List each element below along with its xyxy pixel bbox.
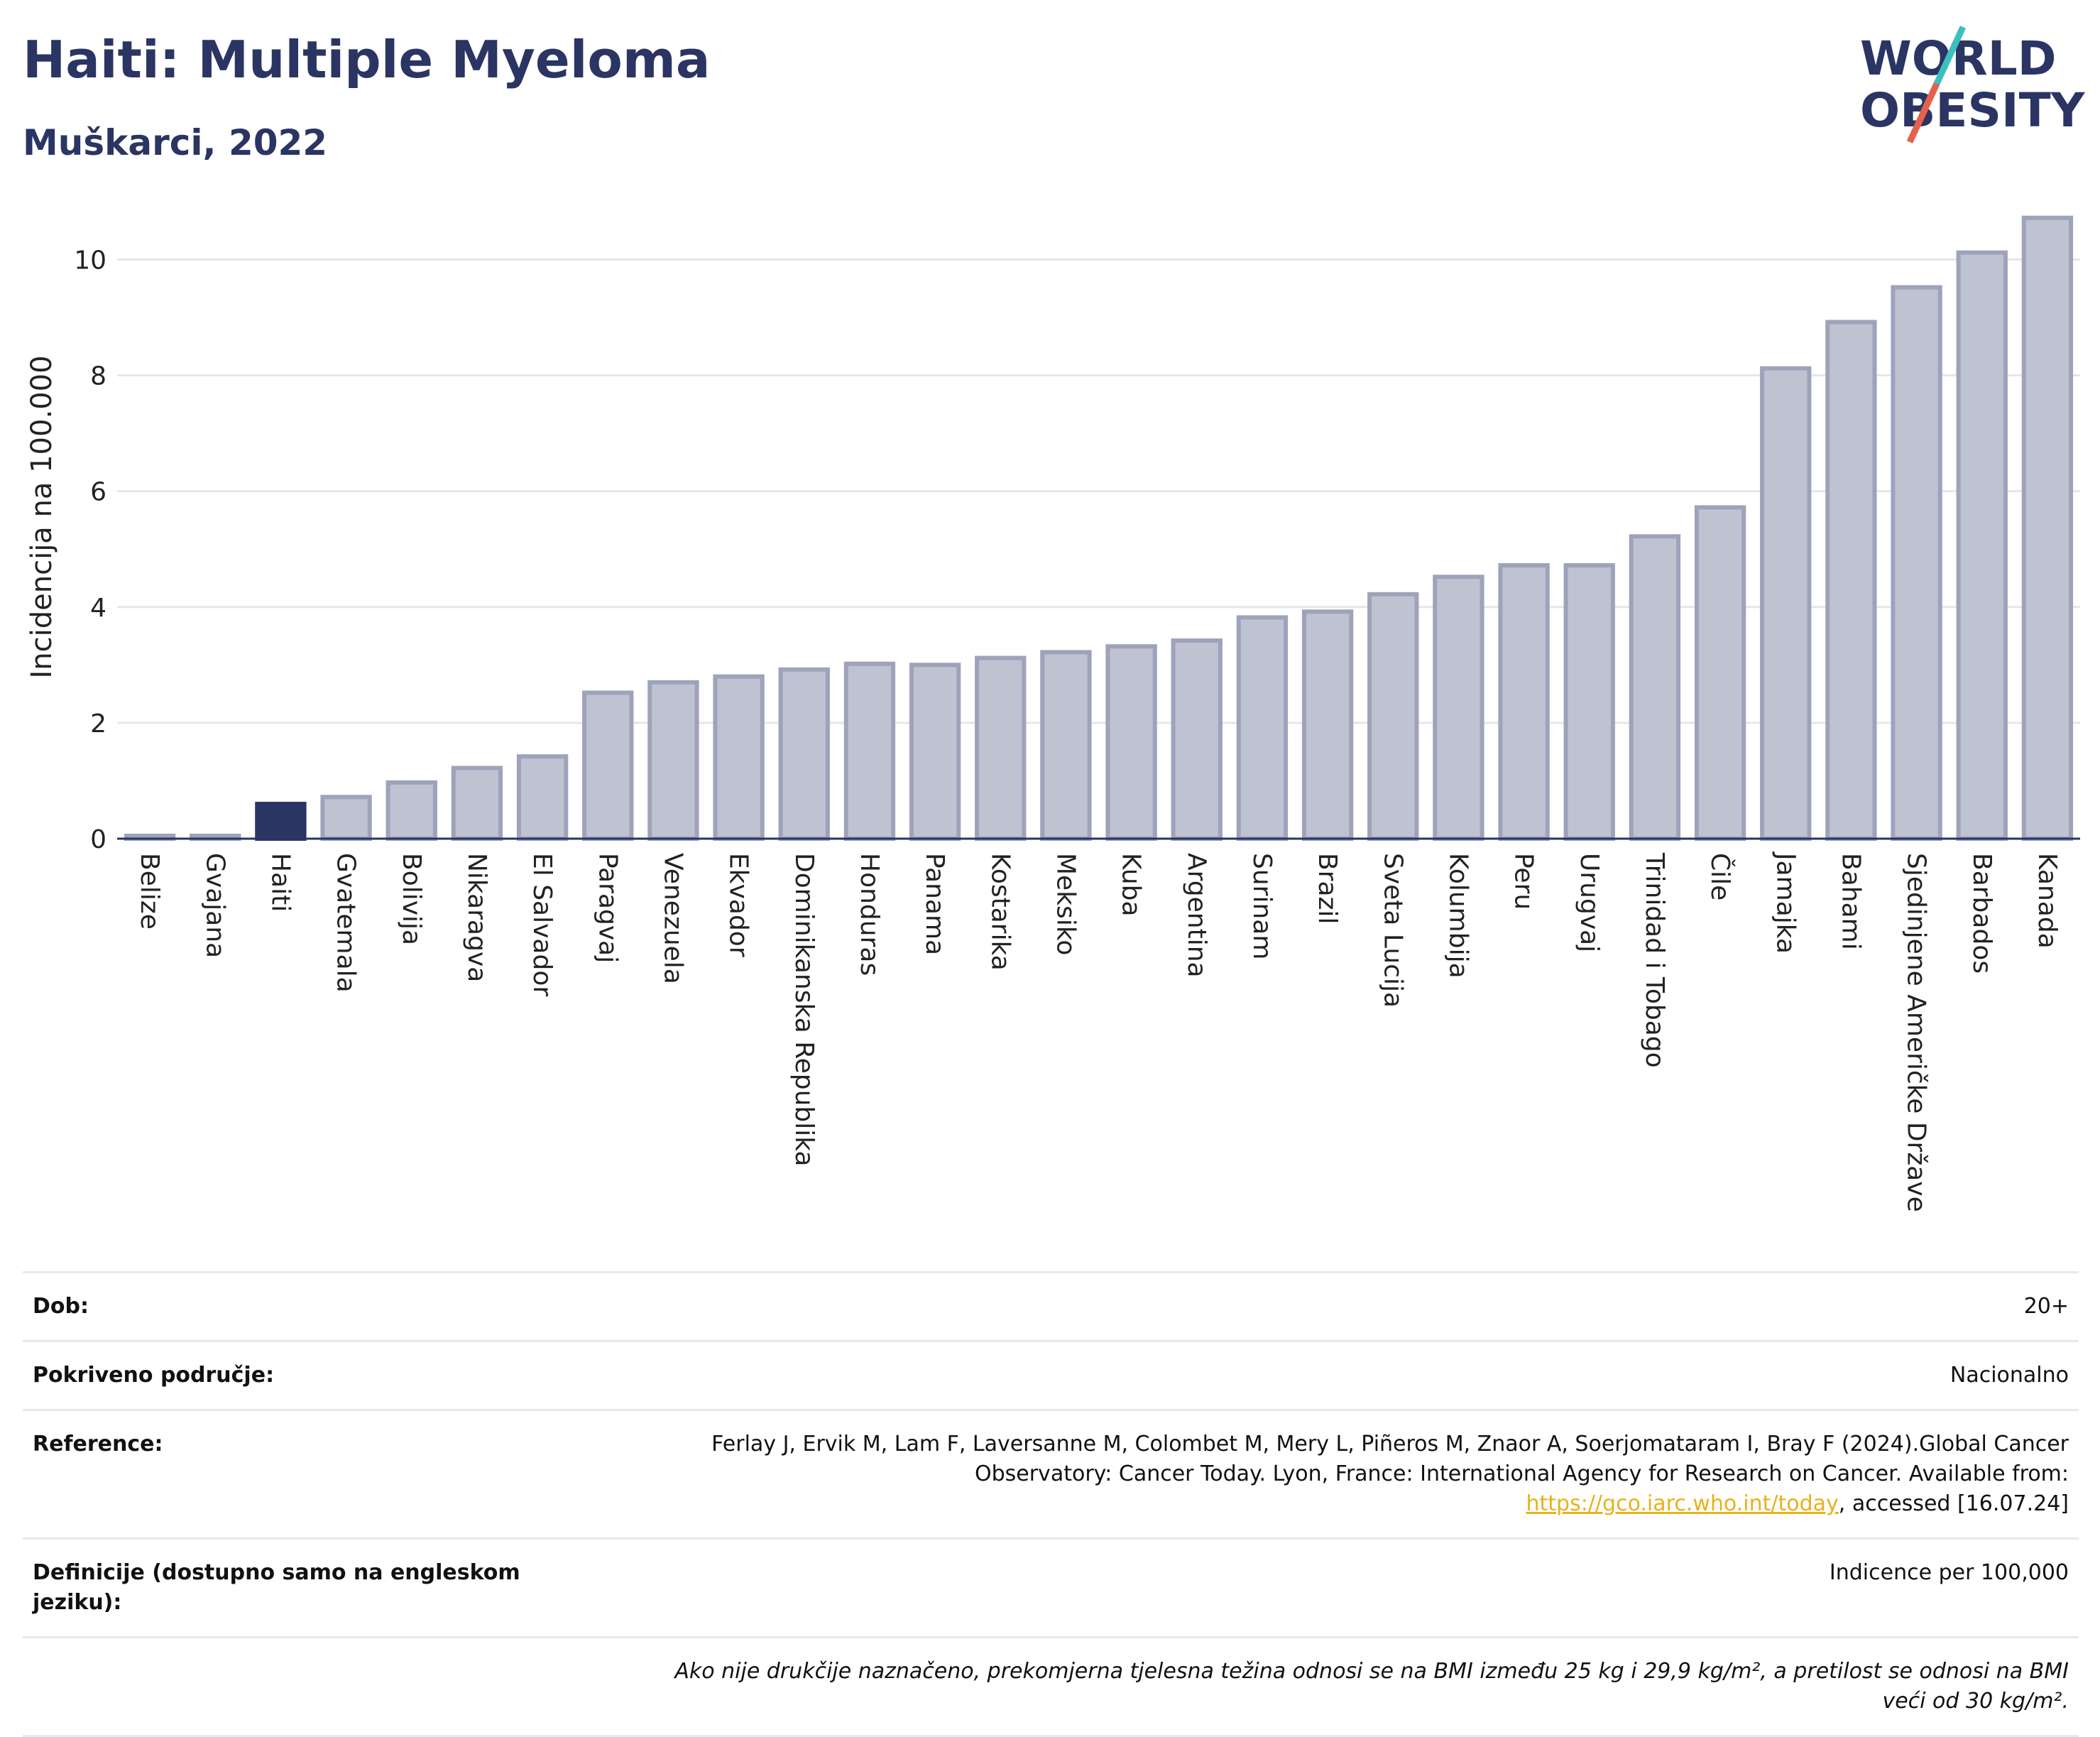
x-tick-label: Kolumbija xyxy=(1443,853,1472,979)
x-tick-label: Nikaragva xyxy=(462,853,491,982)
bar xyxy=(843,661,896,841)
bar xyxy=(320,795,372,842)
x-tick-label: Jamajka xyxy=(1771,851,1800,954)
x-tick-label: Meksiko xyxy=(1051,853,1080,955)
meta-row-reference: Reference: Ferlay J, Ervik M, Lam F, Lav… xyxy=(23,1409,2079,1537)
bar xyxy=(2021,215,2074,841)
bar xyxy=(516,754,569,841)
bar xyxy=(1040,650,1092,841)
x-tick-label: Honduras xyxy=(855,853,884,976)
bar xyxy=(1825,320,1877,841)
y-tick-label: 0 xyxy=(90,825,106,854)
bar xyxy=(647,680,699,842)
coverage-value: Nacionalno xyxy=(1949,1363,2069,1388)
y-tick-label: 6 xyxy=(90,478,106,507)
bar xyxy=(975,655,1027,841)
bar xyxy=(582,690,634,841)
page-subtitle: Muškarci, 2022 xyxy=(23,122,328,163)
x-tick-label: Belize xyxy=(135,853,164,930)
bar-chart: 0 2 4 6 8 10 Belize Gvajana Haiti Gvatemala Boliv… xyxy=(26,215,2080,1212)
x-tick-label: Barbados xyxy=(1967,853,1996,974)
bmi-note: Ako nije drukčije naznačeno, prekomjerna… xyxy=(674,1659,2069,1714)
definition-label: Definicije (dostupno samo na engleskom j… xyxy=(33,1560,520,1615)
x-tick-label: Surinam xyxy=(1247,853,1276,959)
x-tick-label: Kostarika xyxy=(985,853,1015,971)
bar xyxy=(1301,609,1354,842)
logo-slash-red xyxy=(1906,82,1940,143)
y-tick-label: 10 xyxy=(74,246,106,275)
logo-line2: OBESITY xyxy=(1860,83,2086,138)
meta-row-definition: Definicije (dostupno samo na engleskom j… xyxy=(23,1537,2079,1636)
x-tick-label: Paragvaj xyxy=(593,853,622,963)
x-tick-label: Gvajana xyxy=(200,853,229,958)
world-obesity-logo: WORLD OBESITY xyxy=(1860,26,2086,143)
x-tick-label: Bolivija xyxy=(397,853,426,945)
bar xyxy=(1171,638,1223,841)
x-tick-label: Kuba xyxy=(1117,853,1146,917)
age-label: Dob: xyxy=(33,1294,89,1319)
x-tick-label: Dominikanska Republika xyxy=(789,853,819,1167)
y-axis-label: Incidencija na 100.000 xyxy=(26,355,58,678)
bar xyxy=(1563,563,1615,841)
reference-suffix: , accessed [16.07.24] xyxy=(1838,1491,2069,1516)
reference-label: Reference: xyxy=(33,1432,163,1456)
x-tick-label: Bahami xyxy=(1836,853,1865,950)
x-tick-label: Argentina xyxy=(1182,853,1211,978)
bar xyxy=(1891,285,1942,841)
bar xyxy=(1236,615,1289,841)
x-tick-label: El Salvador xyxy=(527,853,557,996)
bar-highlight xyxy=(255,802,307,841)
x-tick-labels: Belize Gvajana Haiti Gvatemala Bolivija Nikar… xyxy=(135,851,2062,1212)
bar xyxy=(1694,505,1746,841)
page-title: Haiti: Multiple Myeloma xyxy=(23,30,711,89)
x-tick-label: Panama xyxy=(920,853,949,955)
x-tick-label: Trinidad i Tobago xyxy=(1640,852,1669,1068)
meta-row-age: Dob: 20+ xyxy=(23,1271,2079,1340)
bar xyxy=(1629,534,1681,841)
y-tick-label: 2 xyxy=(90,709,106,739)
bar xyxy=(451,766,503,841)
bar xyxy=(713,674,765,842)
reference-value: Ferlay J, Ervik M, Lam F, Laversanne M, … xyxy=(649,1430,2069,1519)
coverage-label: Pokriveno područje: xyxy=(33,1363,275,1388)
y-tick-labels: 0 2 4 6 8 10 xyxy=(74,246,106,854)
x-tick-label: Gvatemala xyxy=(332,853,361,993)
x-tick-label: Venezuela xyxy=(658,853,687,984)
bars xyxy=(124,215,2074,842)
x-tick-label: Urugvaj xyxy=(1575,853,1604,952)
definition-value: Indicence per 100,000 xyxy=(1829,1560,2069,1585)
x-tick-label: Ekvador xyxy=(724,853,753,957)
x-tick-label: Kanada xyxy=(2033,853,2062,949)
bar xyxy=(909,663,961,841)
x-tick-label: Haiti xyxy=(266,853,295,912)
bar xyxy=(1433,575,1484,841)
y-tick-label: 4 xyxy=(90,594,106,623)
reference-link[interactable]: https://gco.iarc.who.int/today xyxy=(1526,1491,1839,1516)
bar xyxy=(1956,250,2008,841)
x-tick-label: Brazil xyxy=(1313,853,1342,924)
bar xyxy=(1367,592,1419,841)
meta-row-coverage: Pokriveno područje: Nacionalno xyxy=(23,1340,2079,1409)
bar xyxy=(778,667,830,842)
bar xyxy=(1760,366,1812,841)
bar xyxy=(1498,563,1550,841)
age-value: 20+ xyxy=(2023,1294,2069,1319)
y-tick-label: 8 xyxy=(90,362,106,391)
x-tick-label: Čile xyxy=(1705,853,1735,900)
x-tick-label: Sveta Lucija xyxy=(1378,853,1407,1008)
reference-text: Ferlay J, Ervik M, Lam F, Laversanne M, … xyxy=(711,1432,2069,1486)
grid-lines xyxy=(117,258,2080,724)
bar xyxy=(1105,644,1157,842)
bar xyxy=(385,780,437,842)
x-tick-label: Sjedinjene Američke Države xyxy=(1902,853,1931,1212)
x-tick-label: Peru xyxy=(1509,853,1538,910)
metadata-table: Dob: 20+ Pokriveno područje: Nacionalno … xyxy=(23,1271,2079,1737)
meta-row-note: Ako nije drukčije naznačeno, prekomjerna… xyxy=(23,1636,2079,1737)
